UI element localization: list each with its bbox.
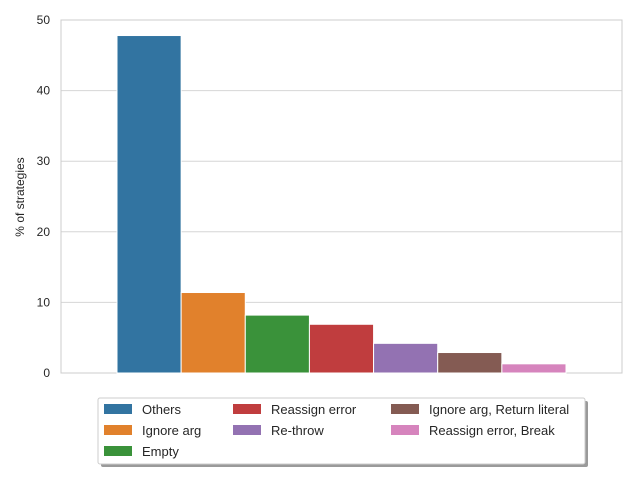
legend-box: [97, 397, 586, 465]
legend-label: Re-throw: [271, 423, 324, 438]
y-tick-label: 10: [37, 295, 51, 309]
bar-reassign-error: [308, 323, 375, 374]
legend-swatch: [104, 425, 132, 435]
legend-swatch: [104, 404, 132, 414]
y-axis-label: % of strategies: [13, 157, 27, 236]
legend-swatch: [391, 425, 419, 435]
legend: Others Ignore arg Empty Reassign error Re-th…: [97, 397, 588, 467]
legend-swatch: [233, 425, 261, 435]
y-tick-label: 50: [37, 13, 51, 27]
y-tick-label: 30: [37, 154, 51, 168]
legend-label: Ignore arg, Return literal: [429, 402, 569, 417]
bar-re-throw: [373, 342, 439, 374]
bar-others: [116, 35, 182, 374]
bar-reassign-error-break: [501, 363, 567, 374]
legend-label: Ignore arg: [142, 423, 201, 438]
y-axis-ticks: 0 10 20 30 40 50: [37, 13, 51, 380]
legend-label: Others: [142, 402, 182, 417]
legend-label: Reassign error: [271, 402, 357, 417]
bar-ignore-arg: [180, 292, 246, 374]
y-tick-label: 40: [37, 84, 51, 98]
legend-label: Empty: [142, 444, 179, 459]
bars: [116, 35, 567, 374]
legend-swatch: [104, 446, 132, 456]
bar-empty: [244, 314, 310, 374]
legend-label: Reassign error, Break: [429, 423, 555, 438]
bar-ignore-arg-return-literal: [437, 352, 503, 374]
legend-swatch: [391, 404, 419, 414]
legend-swatch: [233, 404, 261, 414]
y-tick-label: 0: [43, 366, 50, 380]
y-tick-label: 20: [37, 225, 51, 239]
